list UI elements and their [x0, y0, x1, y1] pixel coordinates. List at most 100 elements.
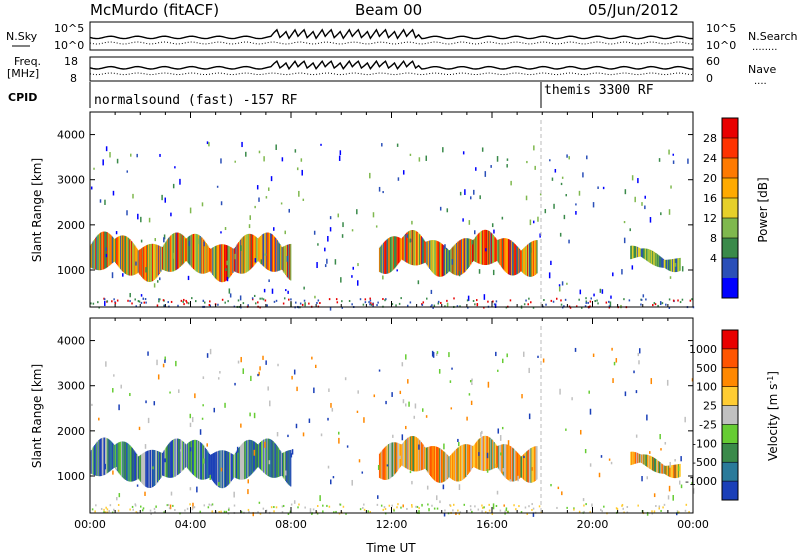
echo-speck — [248, 224, 251, 229]
echo-speck — [327, 465, 330, 469]
echo-cell — [392, 236, 394, 271]
echo-speck — [397, 177, 400, 181]
colorbar-tick-label: 8 — [710, 232, 717, 245]
echo-speck — [156, 280, 159, 283]
echo-cell — [234, 248, 236, 272]
echo-cell — [430, 240, 432, 271]
echo-cell — [197, 234, 199, 273]
echo-speck — [433, 304, 436, 308]
colorbar-tick-label: -500 — [692, 456, 717, 469]
echo-speck — [258, 371, 260, 376]
echo-speck — [206, 141, 209, 145]
echo-cell — [200, 236, 202, 274]
echo-cell — [420, 442, 423, 471]
colorbar-tick-label: 28 — [703, 132, 717, 145]
echo-speck — [268, 279, 270, 283]
echo-cell — [270, 439, 273, 478]
echo-cell — [473, 239, 475, 262]
echo-cell — [383, 242, 385, 274]
echo-cell — [111, 236, 113, 264]
echo-cell — [383, 241, 386, 274]
echo-cell — [215, 451, 217, 486]
colorbar-swatch — [722, 218, 738, 238]
echo-cell — [245, 234, 247, 273]
echo-speck — [293, 500, 296, 504]
echo-cell — [641, 248, 643, 258]
echo-cell — [188, 441, 191, 471]
echo-cell — [244, 234, 247, 273]
nsearch-legend-dots: ........ — [752, 42, 777, 53]
echo-speck — [528, 413, 531, 420]
ground-scatter-speck — [100, 507, 103, 510]
ground-scatter-speck — [382, 508, 385, 511]
ground-scatter-speck — [259, 512, 262, 515]
echo-cell — [502, 238, 505, 270]
ground-scatter-speck — [545, 303, 547, 306]
echo-speck — [326, 258, 328, 264]
echo-speck — [497, 428, 500, 434]
echo-cell — [436, 240, 438, 277]
echo-cell — [218, 450, 221, 488]
echo-cell — [115, 443, 118, 471]
ground-scatter-speck — [167, 503, 170, 506]
ground-scatter-speck — [393, 509, 395, 512]
ground-scatter-speck — [645, 298, 647, 301]
echo-cell — [114, 238, 116, 262]
ground-scatter-speck — [463, 503, 466, 506]
ground-scatter-speck — [275, 299, 278, 302]
echo-speck — [408, 401, 410, 407]
echo-cell — [230, 247, 232, 276]
echo-cell — [91, 242, 93, 269]
ground-scatter-speck — [684, 509, 687, 512]
echo-speck — [219, 371, 221, 374]
echo-cell — [402, 442, 404, 467]
echo-cell — [396, 442, 398, 472]
echo-cell — [419, 234, 421, 265]
ground-scatter-speck — [555, 297, 558, 300]
ground-scatter-speck — [180, 299, 183, 302]
echo-cell — [388, 238, 390, 274]
echo-cell — [505, 238, 507, 273]
echo-speck — [597, 186, 599, 189]
echo-speck — [226, 260, 228, 266]
echo-cell — [450, 454, 453, 479]
echo-cell — [535, 240, 537, 275]
echo-cell — [252, 440, 254, 473]
echo-cell — [238, 241, 240, 274]
echo-cell — [525, 451, 527, 482]
echo-cell — [656, 254, 659, 267]
echo-cell — [284, 451, 286, 480]
echo-speck — [294, 149, 297, 153]
echo-cell — [528, 449, 530, 483]
echo-cell — [651, 250, 654, 265]
echo-cell — [468, 444, 470, 473]
echo-cell — [194, 233, 196, 271]
echo-cell — [471, 445, 474, 468]
echo-cell — [646, 248, 648, 261]
ground-scatter-speck — [326, 504, 328, 507]
echo-cell — [188, 235, 191, 265]
echo-speck — [668, 485, 671, 492]
echo-speck — [382, 191, 384, 194]
echo-cell — [90, 450, 93, 474]
freq-tick-top: 18 — [64, 55, 78, 68]
echo-cell — [202, 238, 204, 274]
echo-cell — [193, 233, 196, 270]
echo-cell — [396, 236, 398, 266]
echo-cell — [419, 440, 421, 471]
echo-cell — [422, 444, 424, 470]
echo-cell — [389, 237, 392, 273]
echo-speck — [202, 376, 205, 380]
echo-speck — [409, 471, 412, 474]
echo-speck — [164, 359, 166, 363]
echo-cell — [256, 237, 258, 262]
echo-speck — [254, 205, 256, 209]
echo-speck — [448, 352, 450, 358]
colorbar-swatch — [722, 238, 738, 258]
echo-cell — [258, 443, 260, 468]
echo-cell — [158, 245, 160, 275]
echo-cell — [128, 238, 130, 276]
echo-speck — [458, 270, 461, 277]
echo-cell — [251, 440, 253, 474]
